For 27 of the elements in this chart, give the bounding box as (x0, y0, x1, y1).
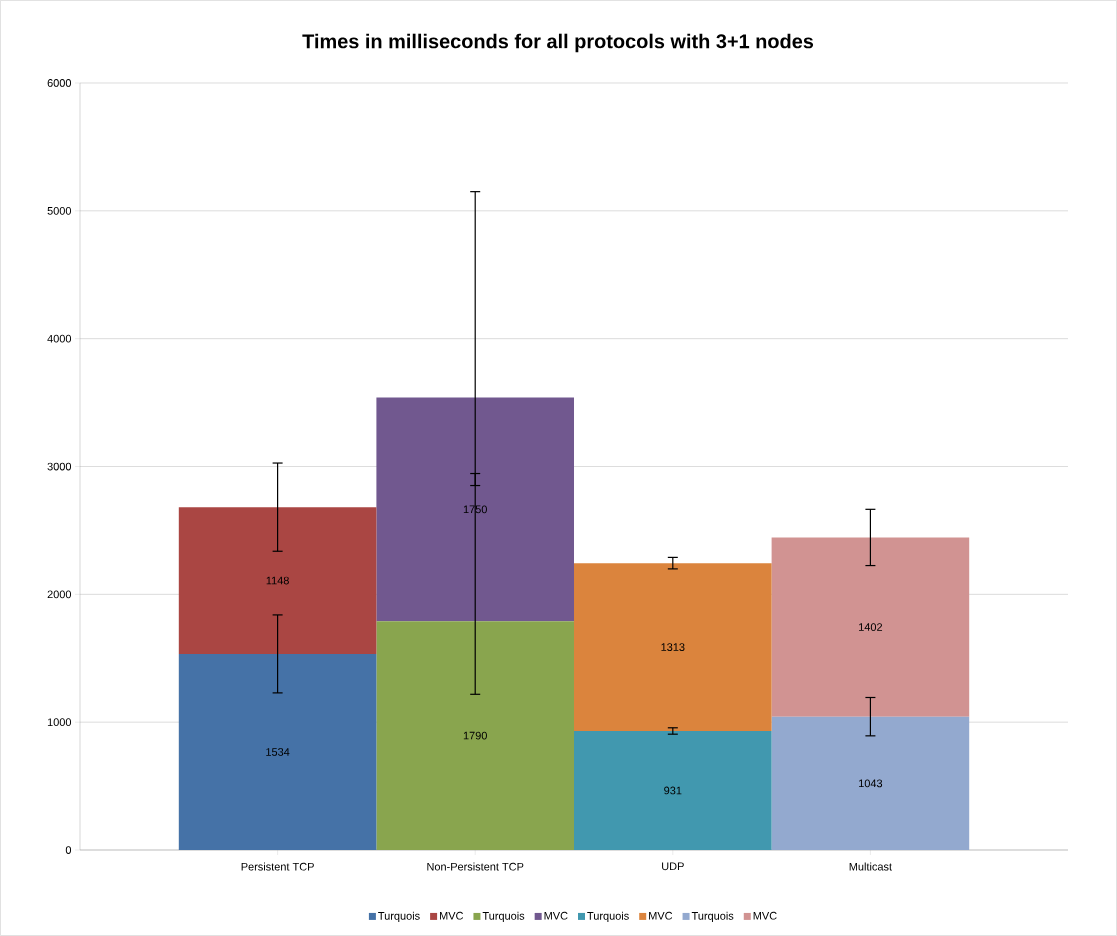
chart-title: Times in milliseconds for all protocols with 3+1 nodes (302, 33, 814, 53)
y-tick-label: 6000 (47, 79, 72, 87)
y-tick-label: 4000 (47, 334, 72, 343)
data-label: 1534 (266, 748, 290, 756)
legend-label: Turquois (378, 911, 420, 922)
data-label: 931 (664, 786, 682, 795)
data-label: 1402 (859, 623, 883, 631)
legend-label: Turquois (482, 911, 525, 922)
x-tick-label: Multicast (849, 862, 892, 871)
y-tick-label: 3000 (47, 462, 72, 471)
y-tick-label: 2000 (47, 590, 72, 599)
x-tick-label: Non-Persistent TCP (427, 862, 524, 871)
legend-label: MVC (649, 911, 673, 920)
data-label: 1043 (859, 779, 883, 788)
data-label: 1790 (463, 731, 487, 740)
x-tick-label: Persistent TCP (241, 862, 314, 871)
y-tick-label: 1000 (47, 718, 72, 727)
legend-label: MVC (544, 911, 568, 920)
data-label: 1313 (661, 643, 685, 651)
legend-label: Turquois (691, 911, 734, 922)
y-tick-label: 5000 (47, 206, 72, 215)
x-tick-label: UDP (662, 862, 684, 871)
legend-label: MVC (753, 911, 777, 920)
y-tick-label: 0 (65, 846, 72, 854)
legend-label: MVC (440, 911, 464, 920)
data-label: 1148 (266, 576, 289, 585)
legend-label: Turquois (587, 911, 629, 922)
